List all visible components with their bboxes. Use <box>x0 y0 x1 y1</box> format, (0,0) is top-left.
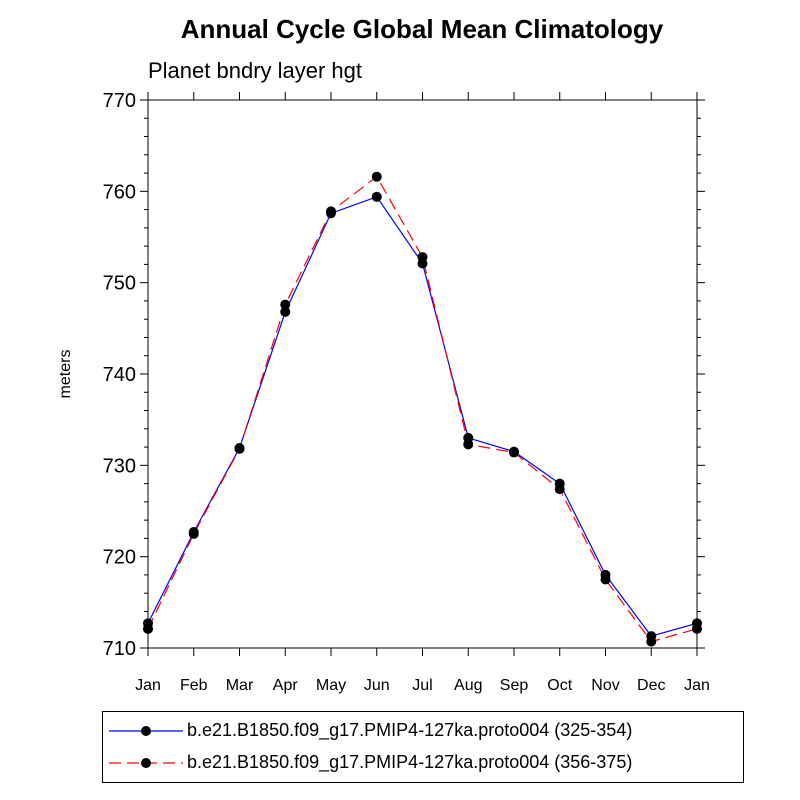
x-axis: Jan Feb Mar Apr May Jun Jul Aug Sep Oct Nov Dec Jan <box>135 92 710 694</box>
series-2-point <box>188 528 199 539</box>
y-tick-label: 730 <box>103 455 136 477</box>
plot-frame <box>147 99 698 649</box>
chart-title: Annual Cycle Global Mean Climatology <box>181 14 664 44</box>
legend-item-series-2: b.e21.B1850.f09_g17.PMIP4-127ka.proto004… <box>103 750 743 776</box>
x-tick-label: Nov <box>591 677 619 694</box>
legend-swatch-series-1 <box>109 726 183 736</box>
series-2-point <box>463 439 474 450</box>
legend-item-series-1: b.e21.B1850.f09_g17.PMIP4-127ka.proto004… <box>103 718 743 744</box>
y-tick-label: 740 <box>103 364 136 386</box>
y-tick-label: 710 <box>103 638 136 660</box>
series-1-point <box>371 191 382 202</box>
y-axis: 710 720 730 740 750 760 770 <box>103 90 705 660</box>
x-tick-label: Oct <box>547 677 572 694</box>
x-tick-label: Sep <box>500 677 529 694</box>
x-tick-label: Mar <box>226 677 254 694</box>
y-tick-label: 750 <box>103 273 136 295</box>
x-tick-label: Jun <box>364 677 390 694</box>
series-2-point <box>326 206 336 217</box>
series-2-point <box>417 252 428 263</box>
series-2-point <box>554 484 565 495</box>
x-tick-label: Apr <box>273 677 299 694</box>
plot-border <box>147 99 698 649</box>
y-tick-label: 720 <box>103 547 136 569</box>
x-tick-label: Jan <box>684 677 710 694</box>
x-tick-label: Dec <box>637 677 665 694</box>
series-2-point <box>280 299 291 310</box>
legend-label-series-1: b.e21.B1850.f09_g17.PMIP4-127ka.proto004… <box>187 720 633 740</box>
legend-swatch-series-2 <box>109 758 183 768</box>
series-2-point <box>234 443 245 454</box>
x-tick-label: Feb <box>180 677 208 694</box>
series-2-point <box>143 623 153 634</box>
y-tick-label: 770 <box>103 90 136 112</box>
x-tick-label: Jan <box>135 677 161 694</box>
series-2-point <box>646 636 657 647</box>
series-2-point <box>371 171 382 182</box>
series-layer <box>143 171 702 647</box>
chart-subtitle: Planet bndry layer hgt <box>148 58 362 83</box>
series-2-point <box>509 447 519 458</box>
y-tick-label: 760 <box>103 181 136 203</box>
series-line-2 <box>147 175 698 643</box>
series-2-point <box>692 623 702 634</box>
legend-label-series-2: b.e21.B1850.f09_g17.PMIP4-127ka.proto004… <box>187 752 633 772</box>
x-tick-label: Aug <box>454 677 482 694</box>
series-2-point <box>600 574 611 585</box>
series-1-point <box>280 306 291 317</box>
legend: b.e21.B1850.f09_g17.PMIP4-127ka.proto004… <box>102 711 744 783</box>
y-axis-label: meters <box>57 350 74 399</box>
x-tick-label: Jul <box>412 677 432 694</box>
x-tick-label: May <box>316 677 346 694</box>
